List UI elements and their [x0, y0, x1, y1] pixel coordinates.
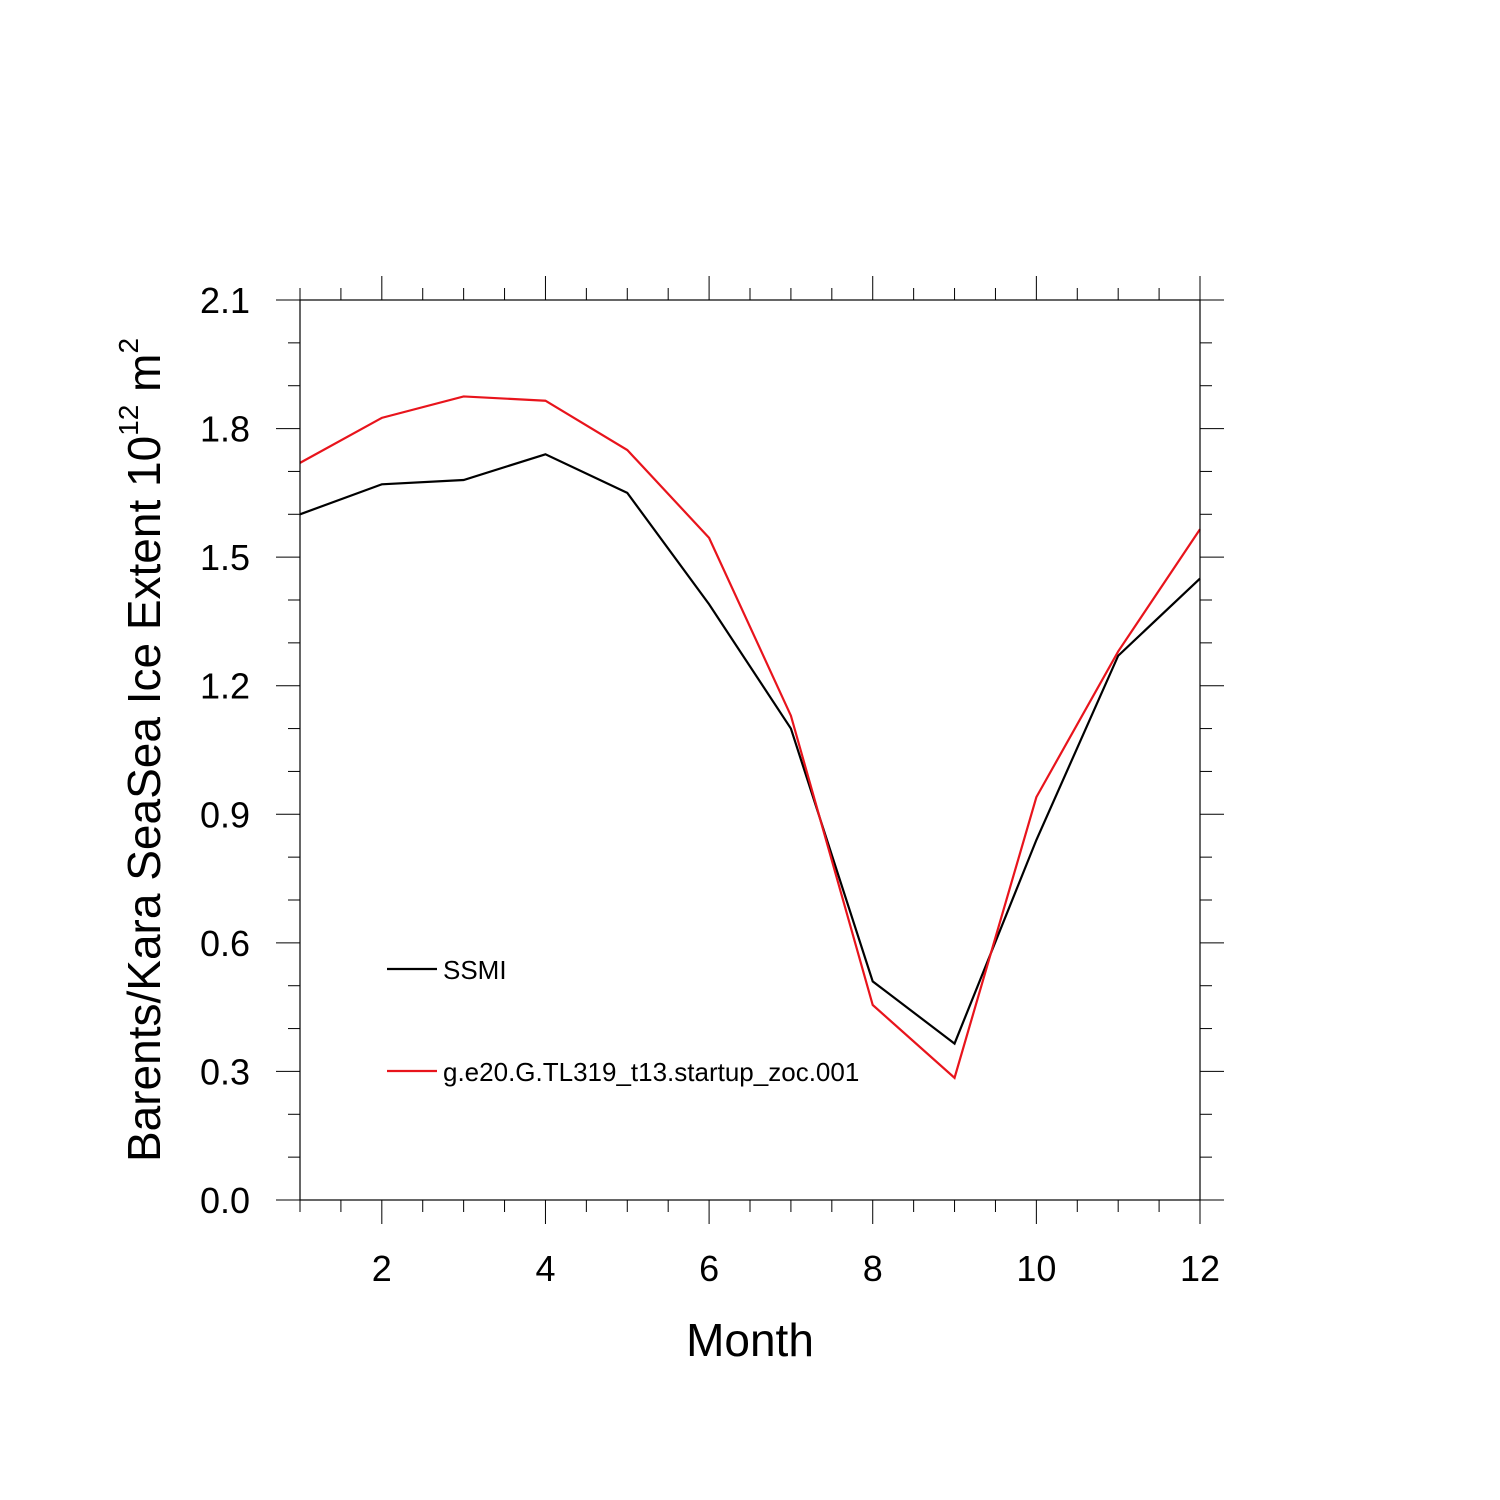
x-tick-label: 4 [535, 1248, 555, 1289]
series-line-1 [299, 453, 1201, 1046]
series-layer [299, 395, 1201, 1080]
x-tick-label: 12 [1180, 1248, 1220, 1289]
x-tick-label: 10 [1016, 1248, 1056, 1289]
tick-labels: 2 4 6 8 10 12 0.0 0.3 0.6 0.9 1.2 1.5 1.8 2.1 [200, 280, 1220, 1289]
legend: SSMI g.e20.G.TL319_t13.startup_zoc.001 [387, 955, 859, 1087]
y-tick-label: 2.1 [200, 280, 250, 321]
y-axis-label-prefix: Barents/Kara SeaSea Ice Extent 10 [118, 436, 170, 1162]
y-tick-label: 1.5 [200, 537, 250, 578]
y-tick-label: 0.9 [200, 794, 250, 835]
x-axis-label: Month [686, 1314, 814, 1366]
y-axis-label: Barents/Kara SeaSea Ice Extent 1012 m2 [113, 338, 170, 1162]
y-tick-label: 1.2 [200, 666, 250, 707]
y-tick-label: 0.6 [200, 923, 250, 964]
y-tick-label: 1.8 [200, 409, 250, 450]
plot-frame [299, 299, 1201, 1201]
y-axis-label-exponent-1: 12 [113, 405, 144, 436]
legend-label: SSMI [443, 955, 507, 985]
y-axis-label-exponent-2: 2 [113, 338, 144, 354]
y-axis-label-unit: m [118, 354, 170, 405]
series-line-2 [299, 395, 1201, 1080]
axis-ticks [276, 276, 1224, 1224]
y-tick-label: 0.3 [200, 1051, 250, 1092]
legend-label: g.e20.G.TL319_t13.startup_zoc.001 [443, 1057, 859, 1087]
x-tick-label: 8 [863, 1248, 883, 1289]
x-tick-label: 2 [372, 1248, 392, 1289]
y-tick-label: 0.0 [200, 1180, 250, 1221]
x-tick-label: 6 [699, 1248, 719, 1289]
